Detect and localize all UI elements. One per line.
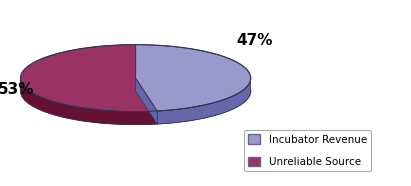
Polygon shape [21,78,157,125]
Polygon shape [136,78,157,124]
Text: 47%: 47% [237,33,273,48]
Legend: Incubator Revenue, Unreliable Source: Incubator Revenue, Unreliable Source [244,130,371,171]
Polygon shape [136,45,251,111]
Polygon shape [157,77,251,124]
Ellipse shape [21,58,251,125]
Polygon shape [136,78,157,124]
Text: 53%: 53% [0,82,35,97]
Polygon shape [21,45,157,112]
